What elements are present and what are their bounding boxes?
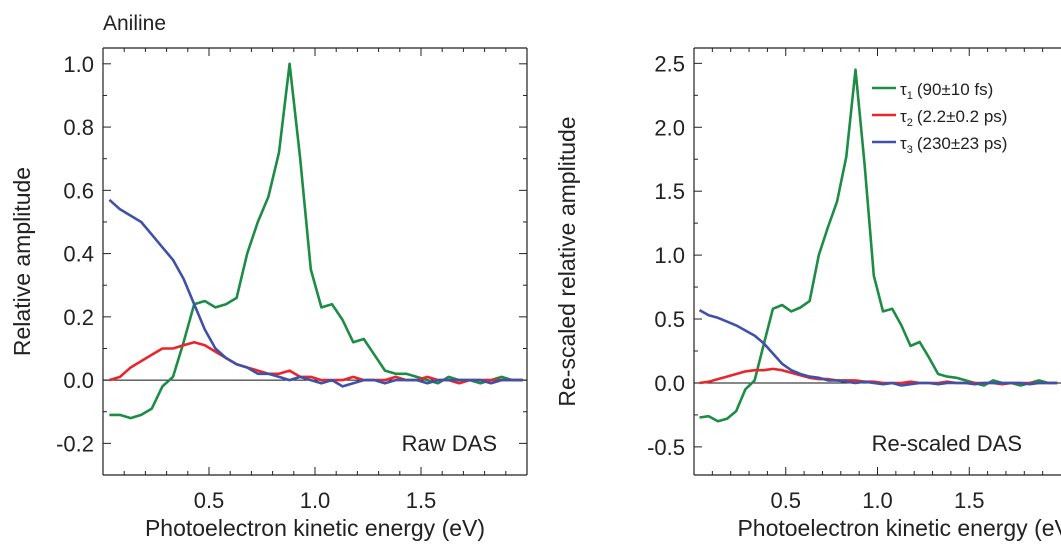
x-tick-label: 1.5 xyxy=(954,488,985,513)
legend-text: (2.2±0.2 ps) xyxy=(917,107,1008,126)
y-tick-label: 0.5 xyxy=(654,307,685,332)
x-tick-label: 0.5 xyxy=(770,488,801,513)
x-axis-label: Photoelectron kinetic energy (eV) xyxy=(145,515,485,541)
y-tick-label: 1.5 xyxy=(654,179,685,204)
series-line-tau2 xyxy=(109,340,523,385)
panel-annotation: Raw DAS xyxy=(402,431,497,456)
y-axis-label: Relative amplitude xyxy=(9,167,35,356)
legend-subscript: 3 xyxy=(907,144,913,156)
y-axis-label: Re-scaled relative amplitude xyxy=(554,116,580,406)
y-tick-label: 1.0 xyxy=(654,243,685,268)
y-tick-label: 2.5 xyxy=(654,51,685,76)
legend-symbol: τ xyxy=(900,80,907,99)
x-axis-label: Photoelectron kinetic energy (eV) xyxy=(737,515,1061,541)
legend-subscript: 1 xyxy=(907,90,913,102)
x-tick-label: 1.5 xyxy=(406,488,437,513)
y-tick-label: 0.0 xyxy=(654,371,685,396)
figure-label: Aniline xyxy=(103,12,166,35)
x-tick-label: 0.5 xyxy=(194,488,225,513)
panel-annotation: Re-scaled DAS xyxy=(872,431,1022,456)
legend: τ1 (90±10 fs)τ2 (2.2±0.2 ps)τ3 (230±23 ps) xyxy=(872,80,1007,156)
legend-label-tau2: τ2 (2.2±0.2 ps) xyxy=(900,107,1007,129)
legend-label-tau1: τ1 (90±10 fs) xyxy=(900,80,993,102)
panel-rescaled-das: -0.50.00.51.01.52.02.50.5 1.0 1.5Photoelec… xyxy=(554,47,1061,541)
series-line-tau3 xyxy=(108,198,523,388)
y-tick-label: 1.0 xyxy=(63,52,94,77)
panel-raw-das: -0.2 0.0 0.2 0.4 0.6 0.8 1.0 0.5 1.0 1.5Photoelec… xyxy=(9,47,528,541)
legend-text: (230±23 ps) xyxy=(917,134,1008,153)
legend-subscript: 2 xyxy=(907,117,913,129)
series-line-tau3 xyxy=(698,308,1058,387)
legend-symbol: τ xyxy=(900,134,907,153)
legend-label-tau3: τ3 (230±23 ps) xyxy=(900,134,1007,156)
legend-symbol: τ xyxy=(900,107,907,126)
legend-text: (90±10 fs) xyxy=(917,80,993,99)
series-line-tau1 xyxy=(109,62,523,420)
y-tick-label: 0.2 xyxy=(63,305,94,330)
y-tick-label: 0.8 xyxy=(63,115,94,140)
x-tick-label: 1.0 xyxy=(300,488,331,513)
y-tick-label: 0.4 xyxy=(63,242,94,267)
y-tick-label: -0.2 xyxy=(56,431,94,456)
x-tick-label: 1.0 xyxy=(862,488,893,513)
y-tick-label: 0.6 xyxy=(63,178,94,203)
y-tick-label: 0.0 xyxy=(63,368,94,393)
y-tick-label: 2.0 xyxy=(654,115,685,140)
y-tick-label: -0.5 xyxy=(647,435,685,460)
